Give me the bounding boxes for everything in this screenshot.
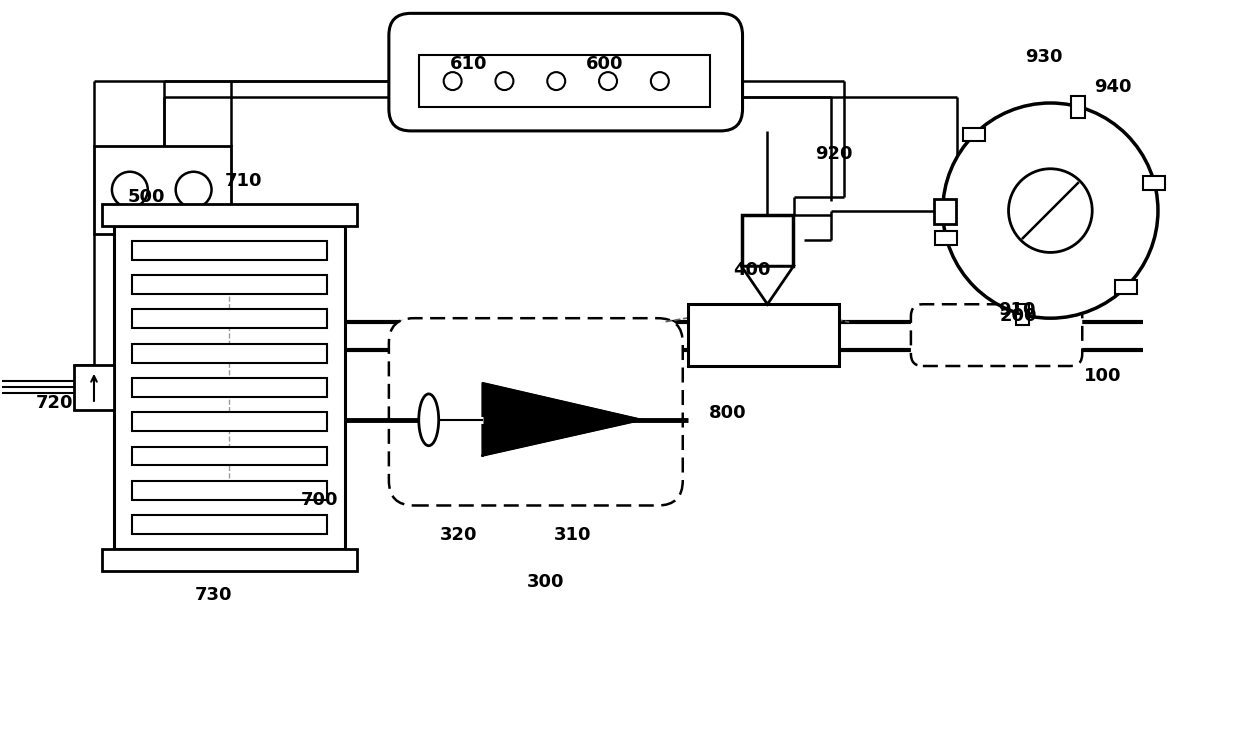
Circle shape [176,172,212,207]
Bar [419,55,710,107]
Text: 600: 600 [586,55,623,73]
Bar [74,365,114,410]
Circle shape [943,103,1158,318]
Circle shape [548,72,565,90]
Bar [934,199,955,224]
Bar [102,549,357,571]
Text: 730: 730 [195,586,232,604]
Circle shape [112,172,147,207]
Circle shape [600,72,617,90]
Circle shape [1009,169,1093,252]
Bar [688,304,839,366]
Bar [935,232,958,246]
Text: 700: 700 [300,491,338,508]
Text: 310: 310 [554,526,591,545]
Text: 800: 800 [709,404,746,422]
Bar [131,413,327,431]
Bar [114,226,344,549]
Text: 500: 500 [128,187,166,206]
Bar [131,515,327,534]
Bar [131,309,327,328]
Polygon shape [482,383,642,455]
Bar [131,275,327,294]
Bar [102,204,357,226]
Text: 710: 710 [224,172,263,190]
Text: 940: 940 [1094,78,1132,96]
Text: 930: 930 [1025,48,1062,66]
Text: 400: 400 [732,261,771,280]
FancyBboxPatch shape [389,318,683,506]
Text: 100: 100 [1084,367,1123,385]
Bar [131,241,327,260]
Circle shape [496,72,513,90]
Bar [131,344,327,362]
Text: 920: 920 [815,145,852,163]
Text: 300: 300 [527,573,564,591]
Circle shape [444,72,462,90]
Ellipse shape [419,394,439,446]
Text: 720: 720 [36,394,73,412]
Bar [1115,280,1137,294]
Text: 910: 910 [997,301,1036,320]
Bar [131,446,327,466]
Bar [1016,303,1030,325]
Bar [741,215,793,266]
Polygon shape [741,266,793,304]
Bar [131,480,327,500]
Text: 200: 200 [1000,307,1037,325]
Bar [1072,96,1085,117]
Text: 610: 610 [450,55,487,73]
Bar [964,128,985,142]
Text: 320: 320 [440,526,477,545]
Bar [94,146,232,233]
FancyBboxPatch shape [389,13,742,131]
Bar [1144,176,1165,190]
Bar [131,378,327,397]
FancyBboxPatch shape [911,304,1082,366]
Circle shape [650,72,669,90]
